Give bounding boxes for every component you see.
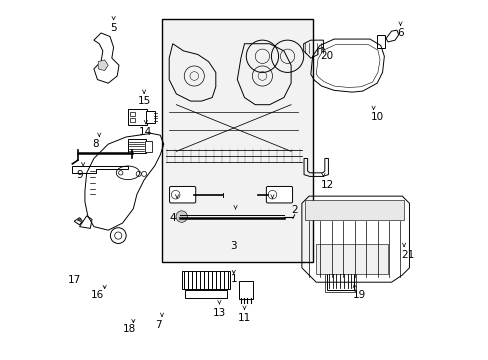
FancyBboxPatch shape [182,271,230,289]
FancyBboxPatch shape [144,141,152,152]
FancyBboxPatch shape [326,272,353,290]
Text: 19: 19 [352,290,365,300]
FancyBboxPatch shape [127,139,145,153]
Text: 6: 6 [396,28,403,38]
Polygon shape [98,60,108,71]
FancyBboxPatch shape [238,281,253,299]
FancyBboxPatch shape [376,36,385,48]
Text: 13: 13 [212,308,225,318]
FancyBboxPatch shape [185,291,226,298]
Text: 12: 12 [320,180,333,190]
Text: 17: 17 [67,275,81,285]
FancyBboxPatch shape [146,111,155,123]
Bar [129,118,135,122]
FancyBboxPatch shape [162,19,312,262]
Text: 14: 14 [139,127,152,136]
Text: 7: 7 [155,320,162,330]
Text: 21: 21 [400,250,413,260]
Text: 4: 4 [169,213,176,222]
FancyBboxPatch shape [169,186,195,203]
Bar [129,112,135,116]
Text: 8: 8 [92,139,99,149]
FancyBboxPatch shape [266,186,292,203]
Text: 20: 20 [320,51,333,61]
Circle shape [176,211,187,222]
Text: 9: 9 [76,170,82,180]
Text: 15: 15 [137,96,150,106]
FancyBboxPatch shape [127,109,147,125]
Text: 3: 3 [230,241,237,251]
Text: 2: 2 [291,206,297,216]
Text: 10: 10 [370,112,383,122]
FancyBboxPatch shape [305,201,404,220]
FancyBboxPatch shape [315,244,387,274]
Text: 16: 16 [91,290,104,300]
Text: 18: 18 [123,324,136,334]
Text: 11: 11 [237,313,251,323]
Text: 5: 5 [110,23,117,33]
Text: 1: 1 [230,274,237,284]
